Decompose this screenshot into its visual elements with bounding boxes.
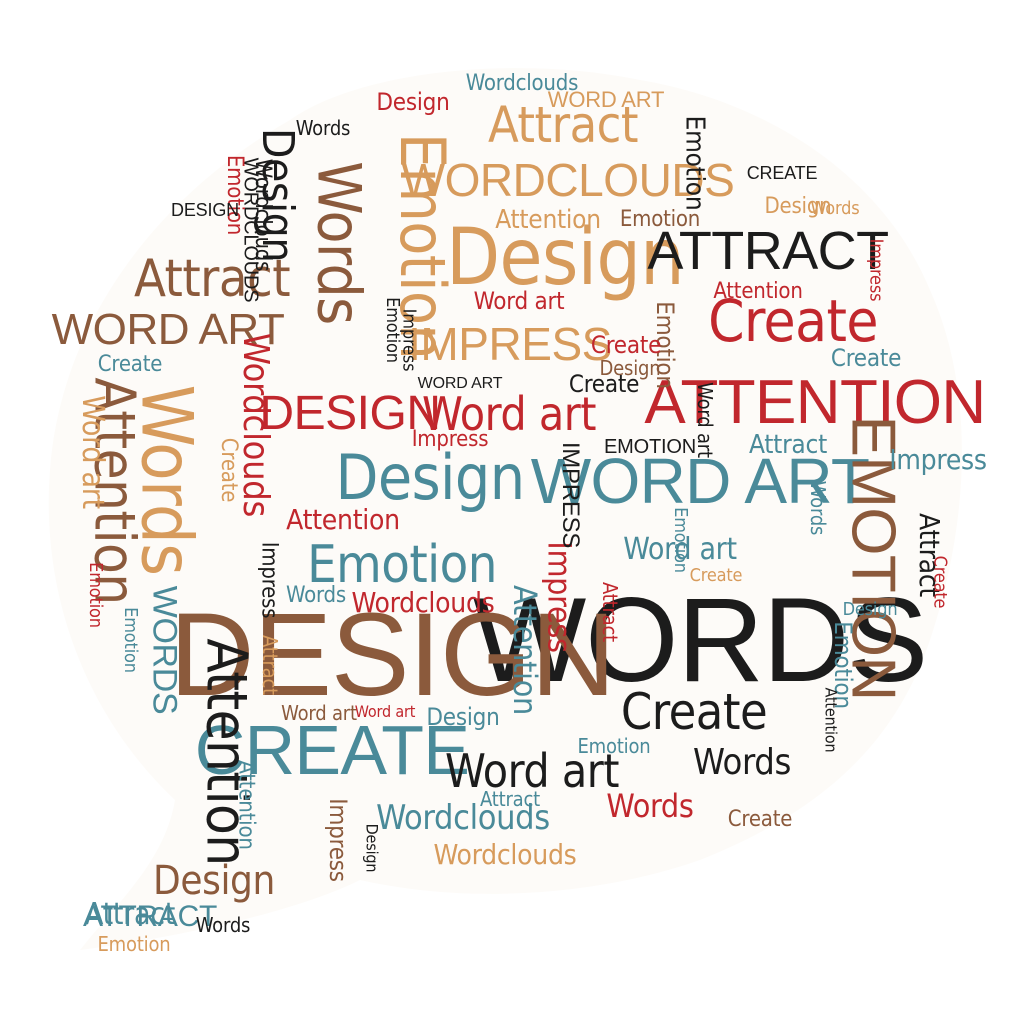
cloud-word: Words bbox=[692, 742, 792, 783]
cloud-word: Words bbox=[303, 161, 374, 325]
cloud-word: EMOTION bbox=[604, 436, 696, 458]
cloud-word: Attention bbox=[286, 503, 400, 536]
cloud-word: Impress bbox=[397, 308, 419, 372]
cloud-word: Attract bbox=[258, 634, 282, 696]
cloud-word: Attention bbox=[233, 760, 259, 850]
cloud-word: Wordclouds bbox=[465, 71, 579, 96]
cloud-word: WORDCLOUDS bbox=[401, 154, 735, 206]
cloud-word: Word art bbox=[444, 744, 620, 798]
cloud-word: Wordclouds bbox=[235, 333, 276, 517]
cloud-word: Wordclouds bbox=[376, 798, 550, 838]
cloud-word: Attract bbox=[598, 581, 622, 643]
cloud-word: Impress bbox=[540, 541, 579, 653]
cloud-word: WORDS bbox=[145, 585, 183, 715]
cloud-word: WORDS bbox=[473, 573, 928, 707]
cloud-word: Emotion bbox=[84, 562, 106, 628]
cloud-word: Emotion bbox=[669, 507, 691, 573]
cloud-word: Words bbox=[606, 787, 694, 825]
cloud-word: Emotion bbox=[221, 154, 247, 236]
cloud-word: Impress bbox=[889, 443, 987, 476]
cloud-word: Design bbox=[335, 441, 526, 514]
cloud-word: Design bbox=[599, 356, 661, 380]
cloud-word: Emotion bbox=[577, 734, 651, 758]
cloud-word: Attract bbox=[84, 897, 176, 932]
cloud-word: Design bbox=[376, 88, 450, 116]
cloud-word: Design bbox=[842, 599, 898, 620]
cloud-word: Attract bbox=[479, 787, 541, 811]
cloud-word: Design bbox=[764, 194, 832, 219]
cloud-word: Attract bbox=[133, 249, 291, 309]
cloud-word: Create bbox=[97, 352, 163, 377]
cloud-word: Create bbox=[216, 437, 241, 503]
cloud-word: Attention bbox=[495, 205, 601, 235]
cloud-word: WORD ART bbox=[547, 87, 665, 112]
cloud-word: IMPRESS bbox=[408, 318, 612, 370]
cloud-word: Word art bbox=[421, 387, 597, 441]
cloud-word: Attract bbox=[748, 430, 828, 460]
cloud-word: Create bbox=[727, 807, 793, 832]
cloud-word: Create bbox=[830, 344, 902, 372]
cloud-word: Words bbox=[286, 583, 346, 608]
cloud-word: Impress bbox=[255, 541, 281, 619]
cloud-word: CREATE bbox=[746, 163, 818, 183]
cloud-word: Words bbox=[810, 198, 860, 219]
cloud-word: IMPRESS bbox=[557, 441, 584, 549]
cloud-word: Attention bbox=[505, 585, 544, 715]
cloud-word: Words bbox=[295, 116, 351, 140]
cloud-word: DESIGN bbox=[259, 387, 441, 440]
cloud-word: WORD ART bbox=[51, 305, 285, 354]
cloud-word: ATTENTION bbox=[644, 368, 986, 437]
cloud-word: WORD ART bbox=[417, 375, 503, 392]
cloud-word: Emotion bbox=[307, 535, 497, 595]
cloud-word: Design bbox=[361, 823, 381, 873]
cloud-word: Emotion bbox=[97, 932, 171, 956]
cloud-word: Emotion bbox=[619, 207, 701, 232]
cloud-word: Create bbox=[568, 370, 640, 398]
cloud-word: WORD ART bbox=[530, 445, 870, 517]
cloud-word: ATTRACT bbox=[83, 900, 217, 933]
cloud-word: Attention bbox=[713, 279, 803, 304]
cloud-word: Wordclouds bbox=[351, 586, 495, 619]
cloud-word: Design bbox=[426, 703, 500, 731]
cloud-word: DESIGN bbox=[171, 200, 239, 220]
cloud-word: Word art bbox=[623, 532, 737, 567]
cloud-word: Word art bbox=[354, 702, 416, 721]
cloud-word: Word art bbox=[473, 287, 565, 315]
cloud-word: Attract bbox=[487, 96, 639, 154]
cloud-word: Impress bbox=[864, 238, 886, 302]
cloud-word: Create bbox=[620, 683, 768, 741]
cloud-word: Create bbox=[928, 555, 950, 609]
cloud-word: Emotion bbox=[119, 607, 141, 673]
cloud-word: Create bbox=[689, 565, 743, 586]
cloud-word: Words bbox=[195, 913, 251, 937]
cloud-word: Words bbox=[805, 480, 830, 536]
cloud-word: Word art bbox=[74, 395, 110, 509]
cloud-word: Wordclouds bbox=[433, 838, 577, 871]
cloud-word: Attention bbox=[821, 687, 840, 753]
cloud-word: DESIGN bbox=[169, 589, 616, 721]
cloud-word: Create bbox=[708, 287, 878, 355]
cloud-word: Create bbox=[590, 331, 662, 359]
cloud-word: CREATE bbox=[194, 711, 470, 789]
cloud-word: Design bbox=[153, 858, 275, 904]
cloud-word: Impress bbox=[324, 798, 352, 882]
cloud-word: Emotion bbox=[678, 115, 709, 211]
cloud-word: Impress bbox=[411, 427, 489, 452]
cloud-word: Design bbox=[446, 213, 684, 303]
cloud-word: Word art bbox=[693, 382, 717, 458]
cloud-word: Word art bbox=[281, 701, 357, 725]
cloud-word: ATTRACT bbox=[647, 221, 889, 281]
